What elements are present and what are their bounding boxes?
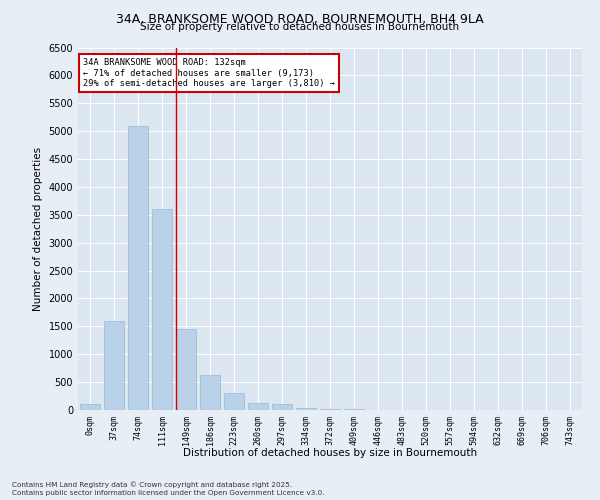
Bar [128, 126, 148, 410]
Text: Contains HM Land Registry data © Crown copyright and database right 2025.: Contains HM Land Registry data © Crown c… [12, 482, 292, 488]
X-axis label: Distribution of detached houses by size in Bournemouth: Distribution of detached houses by size … [183, 448, 477, 458]
Bar [104, 321, 124, 410]
Bar [320, 409, 340, 410]
Text: Contains public sector information licensed under the Open Government Licence v3: Contains public sector information licen… [12, 490, 325, 496]
Bar [200, 376, 220, 410]
Bar [224, 394, 244, 410]
Text: 34A, BRANKSOME WOOD ROAD, BOURNEMOUTH, BH4 9LA: 34A, BRANKSOME WOOD ROAD, BOURNEMOUTH, B… [116, 12, 484, 26]
Bar [152, 209, 172, 410]
Bar [248, 403, 268, 410]
Bar [272, 404, 292, 410]
Bar [80, 404, 100, 410]
Text: Size of property relative to detached houses in Bournemouth: Size of property relative to detached ho… [140, 22, 460, 32]
Bar [176, 329, 196, 410]
Text: 34A BRANKSOME WOOD ROAD: 132sqm
← 71% of detached houses are smaller (9,173)
29%: 34A BRANKSOME WOOD ROAD: 132sqm ← 71% of… [83, 58, 335, 88]
Y-axis label: Number of detached properties: Number of detached properties [33, 146, 43, 311]
Bar [296, 408, 316, 410]
